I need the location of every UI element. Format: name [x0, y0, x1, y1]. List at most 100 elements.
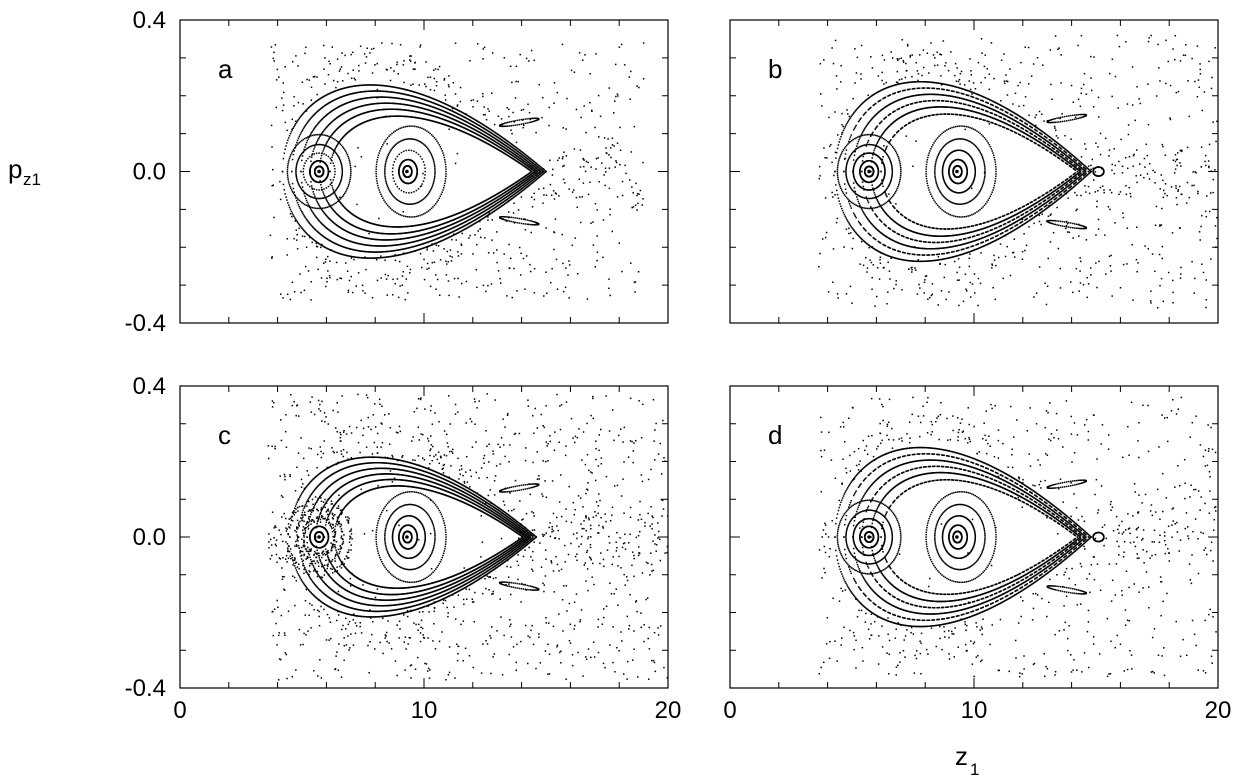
orbit-point	[522, 189, 524, 191]
orbit-point	[331, 193, 333, 195]
orbit-point	[484, 216, 487, 218]
orbit-point	[341, 237, 344, 239]
orbit-point	[331, 204, 333, 207]
orbit-point	[508, 191, 511, 193]
orbit-point	[389, 207, 392, 210]
orbit-point	[439, 108, 441, 111]
orbit-point	[514, 192, 517, 195]
orbit-point	[475, 119, 477, 121]
orbit-point	[479, 128, 482, 131]
orbit-point	[491, 135, 493, 138]
orbit-point	[313, 214, 316, 216]
orbit-point	[327, 171, 330, 173]
orbit-point	[334, 242, 337, 245]
orbit-point	[396, 142, 399, 145]
orbit-point	[343, 194, 345, 196]
orbit-point	[541, 171, 544, 173]
orbit-point	[534, 170, 536, 173]
orbit-point	[335, 223, 337, 226]
orbit-point	[429, 96, 431, 99]
orbit-point	[384, 239, 387, 241]
orbit-point	[354, 85, 357, 87]
orbit-point	[461, 282, 463, 285]
orbit-point	[383, 256, 386, 259]
orbit-point	[525, 154, 528, 157]
orbit-point	[324, 115, 326, 118]
orbit-point	[319, 233, 322, 235]
orbit-point	[363, 250, 366, 253]
orbit-point	[378, 102, 380, 105]
orbit-point	[469, 225, 472, 227]
orbit-point	[345, 111, 348, 113]
orbit-point	[346, 187, 349, 190]
orbit-point	[368, 232, 370, 235]
orbit-point	[433, 137, 436, 139]
orbit-point	[345, 239, 348, 241]
orbit-point	[404, 242, 406, 245]
orbit-point	[386, 245, 388, 247]
orbit-point	[497, 136, 499, 139]
orbit-point	[419, 200, 421, 203]
orbit-point	[309, 236, 312, 238]
orbit-point	[480, 209, 482, 211]
orbit-point	[401, 253, 403, 256]
orbit-point	[524, 223, 526, 225]
orbit-point	[492, 208, 494, 210]
orbit-point	[493, 207, 496, 209]
orbit-point	[400, 140, 402, 142]
orbit-point	[415, 240, 417, 243]
orbit-point	[399, 103, 402, 105]
orbit-point	[344, 102, 347, 105]
orbit-point	[381, 256, 383, 259]
orbit-point	[417, 92, 420, 95]
orbit-point	[446, 111, 448, 114]
orbit-point	[322, 224, 325, 226]
orbit-point	[295, 144, 297, 146]
orbit-point	[361, 284, 364, 287]
orbit-point	[500, 199, 503, 202]
orbit-point	[441, 105, 443, 108]
orbit-point	[447, 229, 449, 231]
orbit-point	[429, 208, 431, 211]
orbit-point	[424, 233, 427, 235]
orbit-point	[426, 241, 429, 244]
orbit-point	[335, 152, 338, 155]
orbit-point	[329, 157, 332, 160]
orbit-point	[382, 90, 384, 93]
orbit-point	[310, 117, 312, 119]
orbit-point	[396, 212, 398, 214]
orbit-point	[434, 68, 437, 70]
orbit-point	[415, 96, 417, 98]
orbit-point	[347, 185, 349, 188]
orbit-point	[375, 177, 378, 180]
orbit-point	[530, 163, 532, 165]
orbit-point	[442, 239, 445, 241]
orbit-point	[312, 114, 315, 117]
orbit-point	[502, 201, 504, 203]
orbit-point	[511, 143, 513, 146]
orbit-point	[511, 197, 514, 199]
orbit-point	[476, 127, 479, 129]
orbit-point	[515, 189, 518, 191]
orbit-point	[291, 118, 293, 121]
orbit-point	[503, 122, 506, 125]
orbit-point	[357, 98, 360, 101]
orbit-point	[431, 155, 434, 158]
orbit-point	[303, 230, 306, 232]
orbit-point	[372, 96, 375, 99]
orbit-point	[320, 222, 323, 225]
orbit-point	[312, 196, 314, 199]
orbit-point	[341, 137, 343, 140]
orbit-point	[519, 186, 521, 189]
orbit-point	[399, 214, 402, 216]
orbit-point	[314, 195, 316, 197]
orbit-point	[427, 109, 429, 111]
orbit-point	[414, 202, 416, 205]
orbit-point	[323, 144, 325, 146]
orbit-point	[295, 163, 298, 166]
orbit-point	[293, 215, 295, 218]
orbit-point	[301, 139, 303, 142]
orbit-point	[434, 230, 437, 232]
orbit-point	[459, 121, 462, 124]
orbit-point	[401, 103, 404, 106]
